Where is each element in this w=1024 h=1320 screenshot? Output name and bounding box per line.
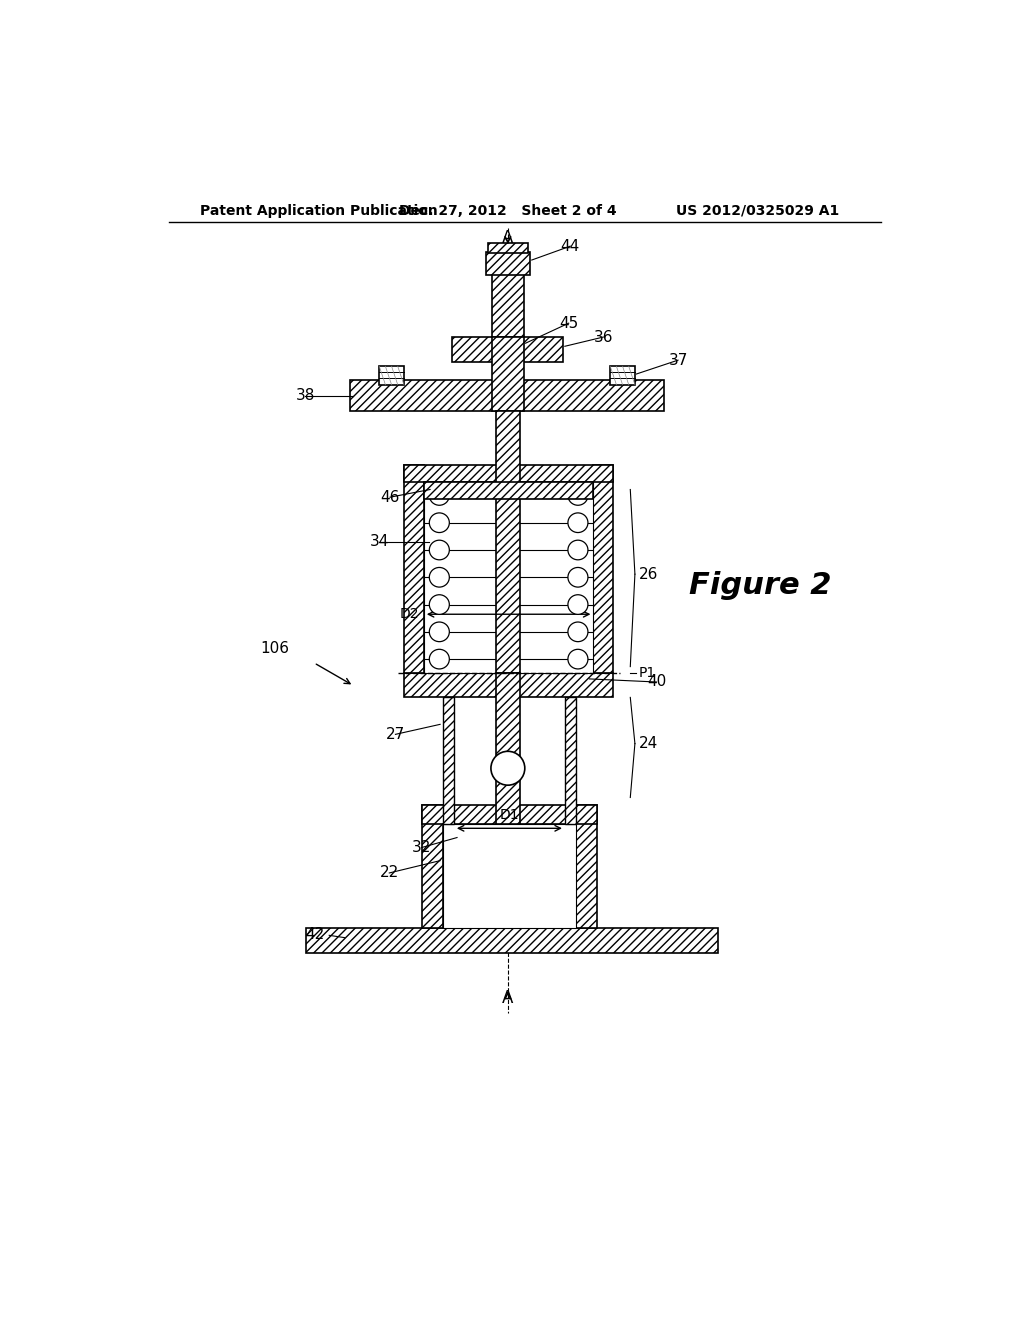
Ellipse shape <box>568 622 588 642</box>
Bar <box>379 367 403 385</box>
Text: 36: 36 <box>594 330 613 345</box>
Bar <box>565 697 575 824</box>
Bar <box>610 367 635 385</box>
Bar <box>496 673 520 824</box>
Bar <box>403 673 613 697</box>
Text: 106: 106 <box>260 640 289 656</box>
Bar <box>496 411 520 673</box>
Ellipse shape <box>568 513 588 532</box>
Ellipse shape <box>429 486 450 506</box>
Ellipse shape <box>568 595 588 614</box>
Bar <box>422 805 597 824</box>
Text: P1: P1 <box>639 665 656 680</box>
Text: 44: 44 <box>560 239 580 253</box>
Bar <box>350 380 665 411</box>
Bar <box>575 805 597 928</box>
Text: Patent Application Publication: Patent Application Publication <box>200 203 437 218</box>
Bar <box>443 824 575 928</box>
Bar <box>492 257 524 337</box>
Text: 27: 27 <box>386 727 406 742</box>
Bar <box>487 243 528 253</box>
Circle shape <box>490 751 525 785</box>
Bar <box>424 482 593 499</box>
Ellipse shape <box>429 568 450 587</box>
Bar <box>485 252 530 276</box>
Ellipse shape <box>568 568 588 587</box>
Text: D2: D2 <box>399 607 419 622</box>
Bar <box>453 337 563 362</box>
Text: 46: 46 <box>380 490 399 504</box>
Text: Figure 2: Figure 2 <box>689 572 831 601</box>
Bar <box>424 482 593 673</box>
Text: 22: 22 <box>380 866 399 880</box>
Text: 26: 26 <box>639 566 658 582</box>
Ellipse shape <box>429 649 450 669</box>
Text: 42: 42 <box>305 927 325 942</box>
Ellipse shape <box>429 595 450 614</box>
Ellipse shape <box>568 649 588 669</box>
Text: 45: 45 <box>559 315 579 331</box>
Bar <box>403 465 424 673</box>
Text: A: A <box>502 989 514 1007</box>
Bar <box>422 805 443 928</box>
Text: US 2012/0325029 A1: US 2012/0325029 A1 <box>676 203 839 218</box>
Text: 37: 37 <box>669 352 688 368</box>
Ellipse shape <box>568 540 588 560</box>
Bar <box>492 337 524 411</box>
Bar <box>593 465 613 673</box>
Ellipse shape <box>429 513 450 532</box>
Ellipse shape <box>568 486 588 506</box>
Ellipse shape <box>429 622 450 642</box>
Text: 34: 34 <box>370 535 389 549</box>
Text: 38: 38 <box>296 388 315 403</box>
Text: A: A <box>502 228 514 247</box>
Text: 32: 32 <box>412 840 431 855</box>
Bar <box>443 697 454 824</box>
Bar <box>403 465 613 482</box>
Text: Dec. 27, 2012   Sheet 2 of 4: Dec. 27, 2012 Sheet 2 of 4 <box>399 203 616 218</box>
Text: 40: 40 <box>647 675 666 689</box>
Text: 24: 24 <box>639 737 658 751</box>
Ellipse shape <box>429 540 450 560</box>
Text: D1: D1 <box>500 808 519 822</box>
Bar <box>306 928 718 953</box>
